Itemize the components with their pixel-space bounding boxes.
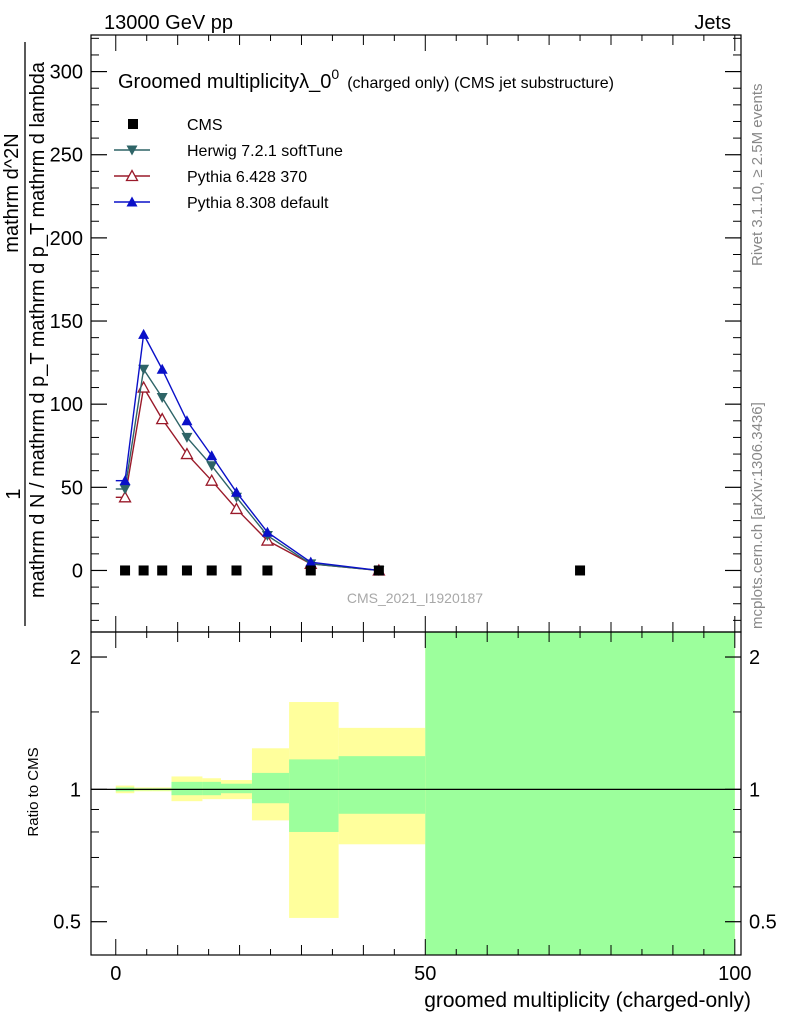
- main-series-group: [115, 328, 586, 576]
- legend-label-0: CMS: [187, 117, 223, 134]
- series-3-point-0: [119, 475, 131, 486]
- ratio-ytick-label-right-0: 0.5: [749, 912, 777, 934]
- ratio-inner-band-8: [338, 756, 426, 814]
- rivet-label: Rivet 3.1.10, ≥ 2.5M events: [749, 84, 766, 267]
- series-0-point-1: [138, 565, 149, 576]
- chart-title-main: Groomed multiplicityλ_0: [118, 71, 331, 93]
- series-3: [115, 328, 385, 575]
- series-0: [120, 565, 586, 576]
- main-ylabel-denominator: mathrm d N / mathrm d p_T mathrm d p_T m…: [27, 61, 49, 598]
- legend-marker-1: [126, 145, 138, 156]
- ratio-inner-band-3: [171, 781, 203, 796]
- legend-marker-3: [126, 196, 138, 207]
- main-ytick-label-300: 300: [50, 62, 83, 84]
- ratio-inner-band-6: [251, 772, 290, 804]
- series-1-point-0: [119, 484, 131, 495]
- series-0-point-2: [157, 565, 168, 576]
- ratio-ytick-label-right-2: 2: [749, 647, 760, 669]
- ratio-inner-band-9: [425, 632, 735, 955]
- series-0-point-5: [231, 565, 242, 576]
- main-ytick-label-50: 50: [61, 477, 83, 499]
- series-3-point-5: [230, 486, 242, 497]
- ratio-ylabel: Ratio to CMS: [25, 747, 42, 836]
- series-2-point-3: [180, 447, 194, 460]
- series-0-point-3: [181, 565, 192, 576]
- main-axis-ticks: 0 50 100 150 200 250 300: [50, 35, 741, 632]
- series-1: [115, 364, 385, 576]
- main-ylabel-numerator: 1: [3, 488, 25, 499]
- series-2: [115, 380, 386, 576]
- series-0-point-8: [373, 565, 384, 576]
- xtick-label-50: 50: [414, 963, 436, 985]
- ratio-ytick-label-2: 2: [70, 647, 81, 669]
- ratio-inner-band-4: [202, 781, 221, 796]
- legend-marker-2: [125, 169, 139, 182]
- series-1-point-3: [181, 432, 193, 443]
- series-0-point-0: [120, 565, 131, 576]
- legend-label-3: Pythia 8.308 default: [187, 195, 329, 212]
- series-3-point-2: [156, 363, 168, 374]
- energy-label: 13000 GeV pp: [104, 12, 233, 34]
- series-2-point-0: [118, 490, 132, 503]
- series-0-point-4: [206, 565, 217, 576]
- chart-title-suffix: (charged only) (CMS jet substructure): [347, 75, 614, 92]
- legend-label-2: Pythia 6.428 370: [187, 169, 307, 186]
- ratio-plot-frame: [90, 631, 742, 956]
- analysis-watermark: CMS_2021_I1920187: [347, 590, 483, 606]
- series-2-point-5: [229, 502, 244, 515]
- ratio-inner-band-5: [221, 783, 252, 794]
- xtick-label-100: 100: [718, 963, 751, 985]
- legend-label-1: Herwig 7.2.1 softTune: [187, 143, 343, 160]
- mcplots-label: mcplots.cern.ch [arXiv:1306.3436]: [749, 402, 766, 629]
- series-2-point-4: [205, 473, 219, 486]
- series-0-point-7: [305, 565, 316, 576]
- main-ytick-label-200: 200: [50, 228, 83, 250]
- main-ytick-label-150: 150: [50, 311, 83, 333]
- series-3-point-6: [261, 526, 273, 537]
- process-label: Jets: [694, 12, 731, 34]
- main-ytick-label-100: 100: [50, 394, 83, 416]
- ratio-band-area: [115, 632, 735, 955]
- chart-title-sup: 0: [331, 66, 339, 82]
- main-ytick-label-250: 250: [50, 145, 83, 167]
- legend-marker-0: [128, 119, 138, 129]
- ratio-inner-band-7: [289, 759, 339, 832]
- series-3-point-3: [181, 415, 193, 426]
- series-3-point-4: [206, 450, 218, 461]
- legend: CMS Herwig 7.2.1 softTune Pythia 6.428 370…: [114, 117, 343, 212]
- series-0-point-6: [262, 565, 273, 576]
- series-1-point-1: [138, 364, 150, 375]
- series-3-point-1: [138, 328, 150, 339]
- xtick-label-0: 0: [110, 963, 121, 985]
- ratio-ytick-label-0: 0.5: [53, 912, 81, 934]
- ratio-axis-ticks: 0.5 0.5 1 1 2 2 0 50 100: [53, 632, 777, 985]
- series-0-point-9: [575, 565, 586, 576]
- series-3-point-7: [305, 556, 317, 567]
- chart-title: Groomed multiplicityλ_00 (charged only) (…: [118, 66, 614, 93]
- series-2-point-2: [155, 412, 169, 425]
- main-ytick-label-0: 0: [72, 560, 83, 582]
- xaxis-label: groomed multiplicity (charged-only): [424, 989, 751, 1012]
- ratio-ytick-label-1: 1: [70, 779, 81, 801]
- series-1-point-4: [206, 461, 218, 472]
- series-1-point-2: [156, 393, 168, 404]
- main-ylabel-dN: mathrm d^2N: [1, 133, 23, 252]
- ratio-ytick-label-right-1: 1: [749, 779, 760, 801]
